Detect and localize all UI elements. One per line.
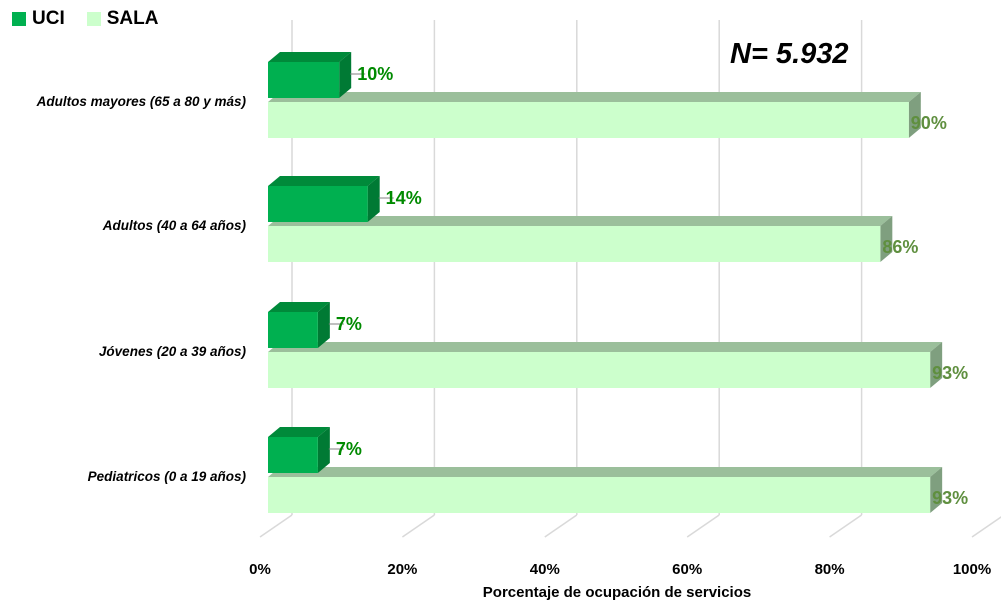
data-label-uci: 14% xyxy=(386,188,422,208)
bar-sala-top xyxy=(268,216,893,226)
legend-label-uci: UCI xyxy=(32,8,65,29)
gridline-floor xyxy=(686,514,720,538)
bar-sala-side xyxy=(908,92,921,138)
legend: UCI SALA xyxy=(12,8,172,30)
bar-sala-top xyxy=(268,92,921,102)
bar-sala-side xyxy=(930,467,943,513)
bar-sala xyxy=(268,352,931,388)
bar-uci-top xyxy=(268,176,380,186)
bar-uci xyxy=(268,312,318,348)
gridline-floor xyxy=(544,514,578,538)
bar-sala xyxy=(268,226,881,262)
data-label-uci: 10% xyxy=(357,64,393,84)
gridline-floor xyxy=(829,514,863,538)
bar-uci xyxy=(268,186,368,222)
x-axis-title: Porcentaje de ocupación de servicios xyxy=(483,584,751,600)
bar-uci xyxy=(268,62,340,98)
data-label-sala: 86% xyxy=(882,237,918,257)
x-tick-label: 80% xyxy=(815,561,845,578)
x-tick-label: 0% xyxy=(249,561,271,578)
legend-swatch-uci xyxy=(12,12,26,26)
legend-item-uci: UCI xyxy=(12,8,65,30)
gridline-floor xyxy=(259,514,293,538)
bar-sala-top xyxy=(268,342,943,352)
bar-uci-side xyxy=(367,176,380,222)
data-label-sala: 93% xyxy=(932,488,968,508)
bar-uci-side xyxy=(317,427,330,473)
bar-uci-top xyxy=(268,427,330,437)
bar-sala-side xyxy=(880,216,893,262)
data-label-sala: 90% xyxy=(911,113,947,133)
data-label-uci: 7% xyxy=(336,439,362,459)
legend-swatch-sala xyxy=(86,12,101,26)
bar-uci-top xyxy=(268,52,352,62)
bar-sala-top xyxy=(268,467,943,477)
y-category-label: Adultos mayores (65 a 80 y más) xyxy=(36,94,247,109)
x-tick-label: 100% xyxy=(953,561,991,578)
bar-uci xyxy=(268,437,318,473)
x-tick-label: 20% xyxy=(387,561,417,578)
x-tick-label: 40% xyxy=(530,561,560,578)
data-label-uci: 7% xyxy=(336,314,362,334)
bar-uci-side xyxy=(339,52,352,98)
gridline-floor xyxy=(401,514,435,538)
y-category-label: Jóvenes (20 a 39 años) xyxy=(99,344,247,359)
x-tick-label: 60% xyxy=(672,561,702,578)
y-category-label: Pediatricos (0 a 19 años) xyxy=(88,469,247,484)
bar-sala xyxy=(268,102,909,138)
bar-sala-side xyxy=(930,342,943,388)
legend-label-sala: SALA xyxy=(106,8,159,29)
bar-uci-top xyxy=(268,302,330,312)
bar-uci-side xyxy=(317,302,330,348)
legend-item-sala: SALA xyxy=(86,8,159,30)
sample-size-annotation: N= 5.932 xyxy=(730,38,849,70)
data-label-sala: 93% xyxy=(932,363,968,383)
y-category-label: Adultos (40 a 64 años) xyxy=(102,218,247,233)
bar-sala xyxy=(268,477,931,513)
gridline-floor xyxy=(971,516,1001,538)
